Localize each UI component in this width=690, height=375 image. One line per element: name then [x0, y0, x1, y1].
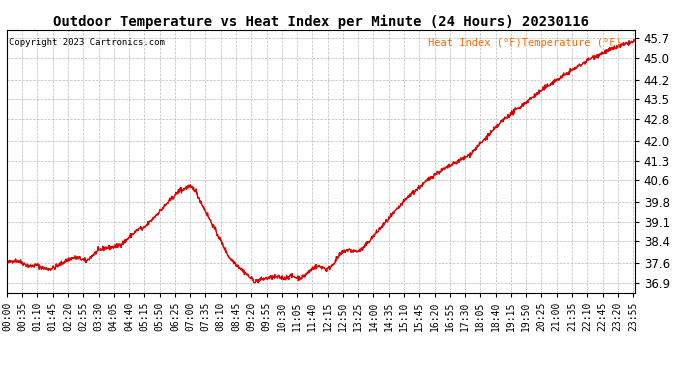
Text: Heat Index (°F)Temperature (°F): Heat Index (°F)Temperature (°F) — [428, 38, 622, 48]
Title: Outdoor Temperature vs Heat Index per Minute (24 Hours) 20230116: Outdoor Temperature vs Heat Index per Mi… — [53, 15, 589, 29]
Text: Copyright 2023 Cartronics.com: Copyright 2023 Cartronics.com — [9, 38, 165, 47]
